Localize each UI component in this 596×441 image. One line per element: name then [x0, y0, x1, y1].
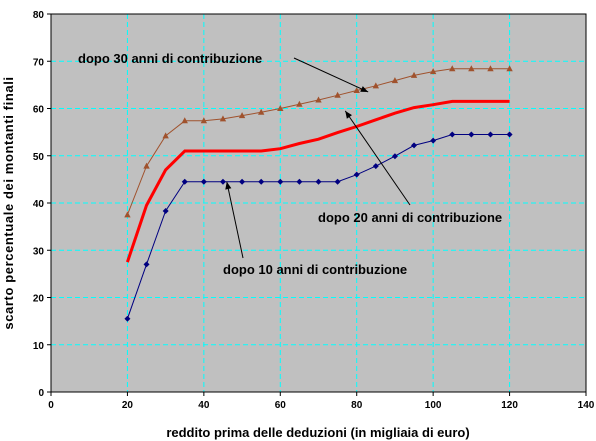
data-point	[391, 153, 398, 160]
data-point	[238, 112, 246, 119]
y-tick-label: 80	[33, 10, 45, 21]
data-point	[449, 65, 456, 72]
y-tick-label: 20	[33, 294, 45, 305]
annotation-arrow	[293, 57, 369, 93]
data-point	[429, 68, 437, 75]
y-tick-label: 60	[33, 105, 45, 116]
data-point	[411, 142, 418, 149]
data-point	[143, 261, 150, 268]
annotation-arrowhead	[225, 181, 232, 190]
data-point	[219, 115, 227, 122]
data-point	[334, 178, 341, 185]
x-tick-label: 140	[578, 400, 595, 411]
data-point	[353, 171, 360, 178]
data-point	[372, 82, 380, 89]
x-tick-label: 80	[351, 400, 363, 411]
annotation-label: dopo 20 anni di contribuzione	[318, 210, 502, 225]
data-point	[315, 178, 322, 185]
data-point	[200, 178, 207, 185]
data-point	[410, 71, 418, 78]
data-point	[181, 178, 188, 185]
data-point	[372, 163, 379, 170]
data-point	[468, 131, 475, 138]
data-point	[449, 131, 456, 138]
y-axis-label: scarto percentuale dei montanti finali	[1, 76, 16, 329]
data-point	[162, 132, 169, 139]
data-point	[219, 178, 226, 185]
data-point	[143, 162, 150, 169]
annotation-arrowhead	[360, 86, 369, 92]
y-tick-label: 30	[33, 246, 45, 257]
data-point	[257, 108, 265, 115]
data-point	[258, 178, 265, 185]
x-axis-label: reddito prima delle deduzioni (in miglia…	[166, 425, 469, 440]
data-point	[391, 77, 399, 84]
data-point	[334, 91, 341, 98]
x-tick-label: 0	[48, 400, 54, 411]
x-tick-label: 100	[425, 400, 442, 411]
annotation-label: dopo 30 anni di contribuzione	[78, 51, 262, 66]
annotation-arrow	[344, 110, 411, 206]
x-tick-label: 60	[275, 400, 287, 411]
y-tick-label: 10	[33, 341, 45, 352]
annotations: dopo 30 anni di contribuzione dopo 20 ann…	[78, 51, 502, 277]
data-point	[124, 315, 131, 322]
series-line-2	[125, 99, 510, 263]
data-point	[239, 178, 246, 185]
data-point	[315, 96, 322, 103]
data-point	[277, 178, 284, 185]
y-tick-label: 0	[38, 388, 44, 399]
tick-labels: 0 20 40 60 80 100 120 140 0 10 20 30 40 50 60 70 80	[33, 10, 595, 411]
y-tick-label: 50	[33, 152, 45, 163]
data-point	[181, 117, 188, 124]
data-point	[487, 131, 494, 138]
annotation-label: dopo 10 anni di contribuzione	[223, 262, 407, 277]
data-point	[296, 100, 303, 107]
gridlines	[51, 14, 586, 392]
data-point	[506, 65, 513, 72]
y-tick-label: 40	[33, 199, 45, 210]
annotation-arrowhead	[345, 110, 352, 119]
x-tick-label: 40	[198, 400, 210, 411]
x-tick-label: 120	[501, 400, 518, 411]
data-point	[124, 211, 131, 218]
data-point	[487, 65, 494, 72]
data-point	[162, 208, 169, 215]
data-point	[277, 105, 284, 111]
series-group	[124, 65, 513, 322]
data-point	[200, 117, 208, 124]
data-point	[468, 65, 475, 72]
annotation-arrow	[226, 181, 244, 259]
data-point	[353, 87, 360, 94]
data-point	[506, 131, 513, 138]
y-tick-label: 70	[33, 57, 45, 68]
data-point	[296, 178, 303, 185]
data-point	[430, 137, 437, 144]
x-tick-label: 20	[122, 400, 134, 411]
